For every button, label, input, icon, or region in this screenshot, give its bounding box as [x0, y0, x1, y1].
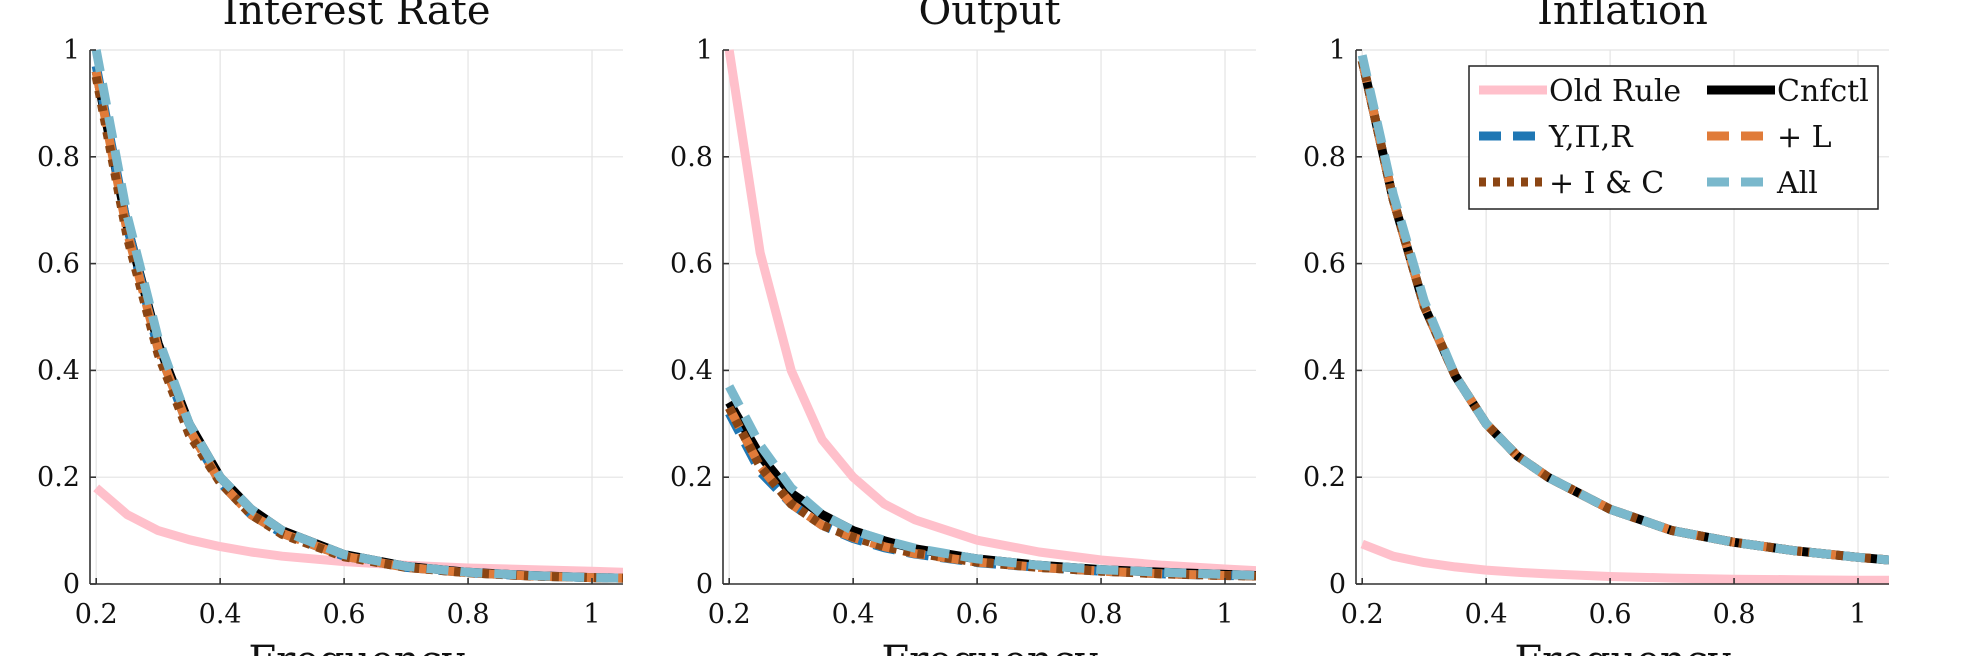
- series-line-all: [725, 384, 1256, 580]
- x-tick-label: 0.8: [1713, 599, 1756, 630]
- legend-item-l: + L: [1707, 120, 1832, 155]
- y-tick-label: 1: [63, 35, 80, 66]
- panel-title: Output: [918, 0, 1060, 34]
- legend-label: + L: [1777, 120, 1832, 155]
- y-tick-label: 0.8: [670, 142, 713, 173]
- series-line-old-rule: [724, 49, 1256, 576]
- series-line-cnfctl: [91, 70, 623, 583]
- panel-title: Interest Rate: [222, 0, 490, 34]
- y-tick-label: 0.6: [1303, 249, 1346, 280]
- x-tick-label: 0.8: [1080, 599, 1123, 630]
- y-tick-label: 0.6: [37, 249, 80, 280]
- legend-label: + I & C: [1549, 166, 1664, 201]
- x-tick-label: 1: [1849, 599, 1866, 630]
- y-tick-label: 1: [696, 35, 713, 66]
- y-tick-label: 0: [1329, 569, 1346, 600]
- x-axis-label: Frequency: [248, 638, 465, 656]
- x-axis-label: Frequency: [1514, 638, 1731, 656]
- x-tick-label: 0.8: [447, 599, 490, 630]
- y-tick-label: 0: [63, 569, 80, 600]
- series-line-y-r: [91, 65, 623, 583]
- legend-item-y-r: Y,Π,R: [1479, 120, 1634, 155]
- y-tick-label: 0.8: [1303, 142, 1346, 173]
- panel-title: Inflation: [1537, 0, 1708, 34]
- legend-label: Cnfctl: [1777, 74, 1869, 109]
- x-tick-label: 0.6: [323, 599, 366, 630]
- series-line-l: [725, 405, 1256, 581]
- series-line-i-c: [725, 405, 1256, 581]
- x-tick-label: 0.4: [199, 599, 242, 630]
- legend-item-cnfctl: Cnfctl: [1707, 74, 1869, 109]
- y-tick-label: 0: [696, 569, 713, 600]
- y-tick-label: 0.4: [670, 355, 713, 386]
- y-tick-label: 0.2: [1303, 462, 1346, 493]
- x-tick-label: 0.4: [1465, 599, 1508, 630]
- series-line-l: [91, 70, 623, 583]
- series-line-old-rule: [93, 484, 623, 577]
- legend-label: Y,Π,R: [1548, 120, 1634, 155]
- series-line-cnfctl: [725, 400, 1256, 580]
- x-tick-label: 1: [1216, 599, 1233, 630]
- series-line-i-c: [91, 75, 623, 583]
- y-tick-label: 0.6: [670, 249, 713, 280]
- series-group: [1357, 54, 1889, 585]
- y-tick-label: 0.4: [37, 355, 80, 386]
- legend-item-all: All: [1707, 166, 1818, 201]
- x-tick-label: 1: [583, 599, 600, 630]
- series-line-old-rule: [1360, 539, 1889, 585]
- legend-item-old-rule: Old Rule: [1479, 74, 1681, 109]
- legend-label: All: [1776, 166, 1818, 201]
- y-tick-label: 0.2: [670, 462, 713, 493]
- y-tick-label: 0.4: [1303, 355, 1346, 386]
- series-group: [91, 49, 623, 583]
- x-tick-label: 0.4: [832, 599, 875, 630]
- series-line-all: [91, 49, 623, 583]
- series-line-all: [1357, 54, 1889, 565]
- y-tick-label: 0.2: [37, 462, 80, 493]
- panel-inflation: 00.20.40.60.810.20.40.60.81InflationFreq…: [1303, 0, 1889, 656]
- y-tick-label: 0.8: [37, 142, 80, 173]
- legend-item-i-c: + I & C: [1479, 166, 1664, 201]
- x-tick-label: 0.6: [1589, 599, 1632, 630]
- series-group: [724, 49, 1256, 581]
- legend-label: Old Rule: [1549, 74, 1681, 109]
- panel-output: 00.20.40.60.810.20.40.60.81OutputFrequen…: [670, 0, 1256, 656]
- legend: Old Rule Cnfctl Y,Π,R + L + I & C All: [1468, 65, 1879, 210]
- series-line-y-r: [725, 411, 1256, 581]
- x-tick-label: 0.2: [708, 599, 751, 630]
- x-tick-label: 0.2: [75, 599, 118, 630]
- x-tick-label: 0.6: [956, 599, 999, 630]
- x-tick-label: 0.2: [1341, 599, 1384, 630]
- x-axis-label: Frequency: [881, 638, 1098, 656]
- y-tick-label: 1: [1329, 35, 1346, 66]
